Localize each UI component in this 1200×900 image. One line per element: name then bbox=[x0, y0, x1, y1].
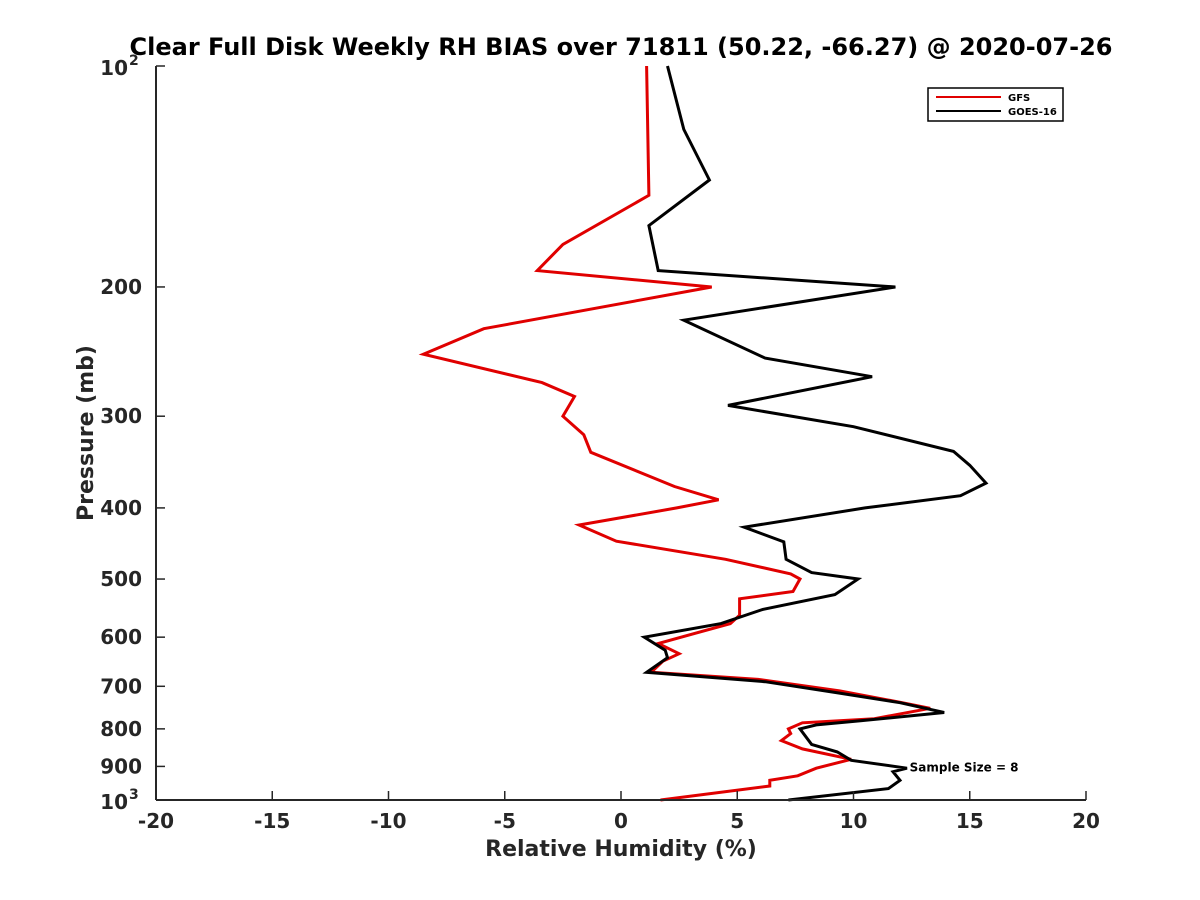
y-tick-label: 10 bbox=[100, 56, 128, 80]
x-tick-label: 0 bbox=[614, 809, 628, 833]
x-tick-label: 20 bbox=[1072, 809, 1100, 833]
legend-box bbox=[927, 87, 1064, 122]
legend-label-gfs: GFS bbox=[1008, 93, 1030, 104]
y-tick-label: 10 bbox=[100, 790, 128, 814]
series-line-gfs bbox=[418, 65, 931, 802]
y-tick-label: 600 bbox=[100, 625, 142, 649]
x-tick-label: -20 bbox=[138, 809, 174, 833]
x-tick-label: -10 bbox=[370, 809, 406, 833]
y-tick-label: 500 bbox=[100, 567, 142, 591]
y-tick-label: 200 bbox=[100, 275, 142, 299]
y-tick-label: 300 bbox=[100, 404, 142, 428]
x-tick-label: -15 bbox=[254, 809, 290, 833]
y-tick-label: 900 bbox=[100, 754, 142, 778]
x-tick-label: -5 bbox=[494, 809, 516, 833]
y-tick-exponent: 3 bbox=[129, 787, 139, 803]
plot-area-frame bbox=[156, 66, 1086, 800]
legend-label-goes16: GOES-16 bbox=[1008, 107, 1057, 118]
x-ticks: -20 -15 -10 -5 0 5 10 15 20 bbox=[138, 791, 1100, 833]
x-tick-label: 15 bbox=[956, 809, 984, 833]
sample-size-annotation: Sample Size = 8 bbox=[910, 760, 1019, 774]
y-tick-exponent: 2 bbox=[129, 53, 139, 69]
series-line-goes16 bbox=[640, 65, 989, 802]
y-tick-label: 400 bbox=[100, 496, 142, 520]
chart-title: Clear Full Disk Weekly RH BIAS over 7181… bbox=[130, 33, 1113, 61]
y-tick-label: 800 bbox=[100, 717, 142, 741]
x-tick-label: 5 bbox=[730, 809, 744, 833]
legend: GFS GOES-16 bbox=[927, 87, 1064, 122]
x-axis-label: Relative Humidity (%) bbox=[485, 837, 757, 862]
x-tick-label: 10 bbox=[840, 809, 868, 833]
y-tick-label: 700 bbox=[100, 674, 142, 698]
y-axis-label: Pressure (mb) bbox=[74, 345, 99, 521]
series-layer bbox=[418, 65, 989, 802]
